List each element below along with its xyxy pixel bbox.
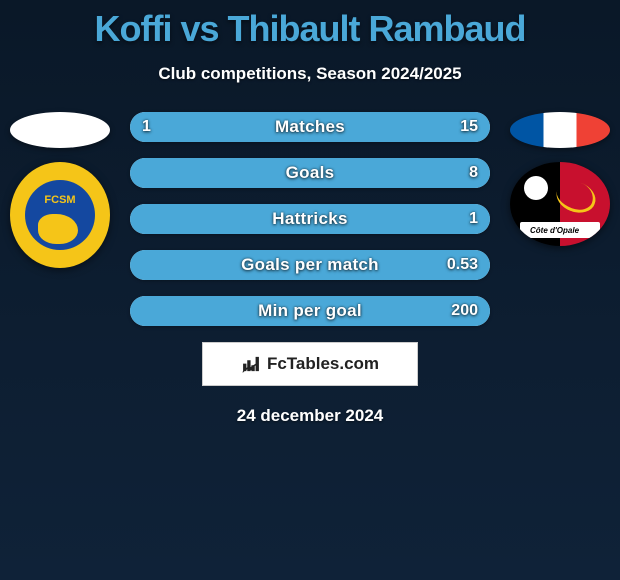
bar-label: Goals bbox=[130, 158, 490, 188]
bar-label: Matches bbox=[130, 112, 490, 142]
stat-bar-min-per-goal: Min per goal 200 bbox=[130, 296, 490, 326]
flag-right-icon bbox=[510, 112, 610, 148]
watermark: FcTables.com bbox=[202, 342, 418, 386]
date-label: 24 december 2024 bbox=[0, 406, 620, 426]
bar-value-right: 8 bbox=[469, 158, 478, 188]
stats-bars: 1 Matches 15 Goals 8 Hattricks 1 Goals p… bbox=[130, 112, 490, 326]
stat-bar-goals-per-match: Goals per match 0.53 bbox=[130, 250, 490, 280]
page-subtitle: Club competitions, Season 2024/2025 bbox=[0, 64, 620, 84]
bar-label: Goals per match bbox=[130, 250, 490, 280]
player-left-badges bbox=[10, 112, 110, 268]
page-title: Koffi vs Thibault Rambaud bbox=[0, 8, 620, 50]
stat-bar-matches: 1 Matches 15 bbox=[130, 112, 490, 142]
club-logo-right-icon bbox=[510, 162, 610, 246]
bar-value-right: 15 bbox=[460, 112, 478, 142]
flag-left-icon bbox=[10, 112, 110, 148]
lion-icon bbox=[38, 214, 78, 244]
player-right-badges bbox=[510, 112, 610, 246]
stat-bar-goals: Goals 8 bbox=[130, 158, 490, 188]
ball-icon bbox=[524, 176, 548, 200]
bar-value-right: 1 bbox=[469, 204, 478, 234]
stat-bar-hattricks: Hattricks 1 bbox=[130, 204, 490, 234]
watermark-text: FcTables.com bbox=[267, 354, 379, 374]
swoosh-icon bbox=[552, 176, 600, 218]
bar-label: Min per goal bbox=[130, 296, 490, 326]
club-logo-left-icon bbox=[10, 162, 110, 268]
bar-value-right: 200 bbox=[451, 296, 478, 326]
bar-value-right: 0.53 bbox=[447, 250, 478, 280]
bar-label: Hattricks bbox=[130, 204, 490, 234]
chart-icon bbox=[241, 354, 261, 374]
